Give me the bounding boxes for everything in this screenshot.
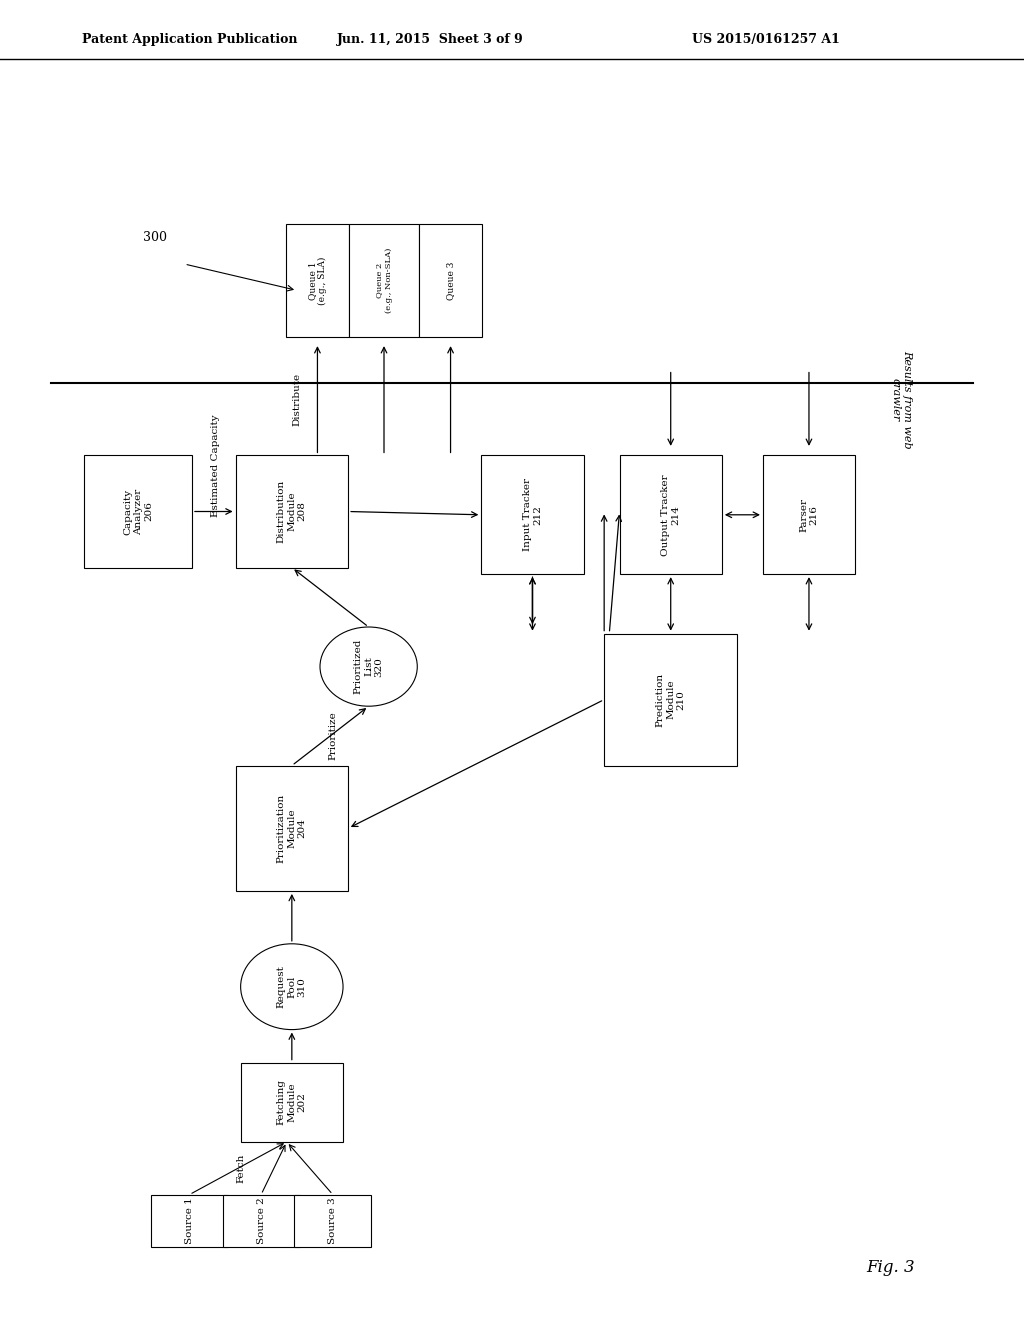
FancyBboxPatch shape (349, 224, 419, 337)
Text: Queue 2
(e.g., Non-SLA): Queue 2 (e.g., Non-SLA) (376, 248, 392, 313)
Text: Output Tracker
214: Output Tracker 214 (662, 474, 680, 556)
FancyBboxPatch shape (241, 1063, 343, 1142)
Text: Jun. 11, 2015  Sheet 3 of 9: Jun. 11, 2015 Sheet 3 of 9 (337, 33, 523, 46)
FancyBboxPatch shape (84, 455, 193, 568)
FancyBboxPatch shape (620, 455, 722, 574)
Text: Fetch: Fetch (237, 1154, 245, 1183)
Text: Prioritized
List
320: Prioritized List 320 (353, 639, 384, 694)
FancyBboxPatch shape (223, 1195, 299, 1247)
Text: Estimated Capacity: Estimated Capacity (211, 414, 219, 516)
Text: Fetching
Module
202: Fetching Module 202 (276, 1080, 307, 1125)
Text: Source 1: Source 1 (185, 1197, 194, 1245)
Text: Prioritize: Prioritize (329, 711, 337, 760)
FancyBboxPatch shape (295, 1195, 372, 1247)
Text: Input Tracker
212: Input Tracker 212 (523, 478, 542, 552)
FancyBboxPatch shape (286, 224, 349, 337)
Text: Queue 1
(e.g., SLA): Queue 1 (e.g., SLA) (307, 256, 328, 305)
Text: Patent Application Publication: Patent Application Publication (82, 33, 297, 46)
FancyBboxPatch shape (763, 455, 855, 574)
Text: Distribution
Module
208: Distribution Module 208 (276, 480, 307, 543)
Ellipse shape (319, 627, 418, 706)
Text: Results from web
crawler: Results from web crawler (890, 350, 912, 449)
Text: Queue 3: Queue 3 (446, 261, 455, 300)
Ellipse shape (241, 944, 343, 1030)
Text: Distribute: Distribute (293, 372, 301, 426)
Text: Parser
216: Parser 216 (800, 498, 818, 532)
FancyBboxPatch shape (419, 224, 482, 337)
FancyBboxPatch shape (604, 634, 737, 766)
FancyBboxPatch shape (481, 455, 584, 574)
Text: Request
Pool
310: Request Pool 310 (276, 965, 307, 1008)
Text: Prediction
Module
210: Prediction Module 210 (655, 672, 686, 727)
FancyBboxPatch shape (152, 1195, 227, 1247)
Text: Source 2: Source 2 (257, 1197, 265, 1245)
Text: Source 3: Source 3 (329, 1197, 337, 1245)
FancyBboxPatch shape (236, 455, 348, 568)
Text: 300: 300 (143, 231, 167, 244)
Text: Capacity
Analyzer
206: Capacity Analyzer 206 (123, 488, 154, 535)
Text: Fig. 3: Fig. 3 (866, 1259, 915, 1275)
Text: US 2015/0161257 A1: US 2015/0161257 A1 (692, 33, 840, 46)
FancyBboxPatch shape (236, 766, 348, 891)
Text: Prioritization
Module
204: Prioritization Module 204 (276, 793, 307, 863)
